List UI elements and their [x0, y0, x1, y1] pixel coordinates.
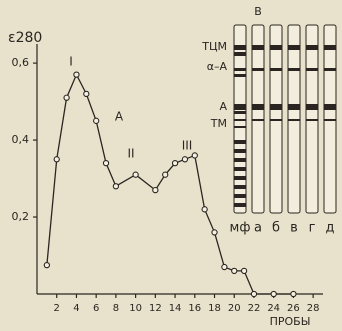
gel-band	[288, 68, 300, 71]
data-point	[222, 264, 227, 269]
gel-band	[252, 45, 264, 50]
annotation: А	[115, 110, 124, 124]
data-point	[202, 207, 207, 212]
x-tick-label: 18	[208, 303, 221, 314]
data-point	[84, 91, 89, 96]
gel-band	[306, 68, 318, 71]
gel-band	[234, 119, 246, 121]
data-point	[103, 161, 108, 166]
x-tick-label: 20	[228, 303, 241, 314]
x-tick-label: 24	[267, 303, 280, 314]
data-point	[113, 184, 118, 189]
gel-band	[234, 68, 246, 71]
x-tick-label: 16	[188, 303, 201, 314]
gel-title: В	[254, 5, 262, 18]
y-axis-label: ε280	[8, 30, 42, 46]
y-tick-label: 0,2	[12, 210, 30, 223]
gel-band-label: α–А	[207, 60, 228, 73]
gel-lane-label: мф	[230, 221, 251, 236]
gel-band	[234, 111, 246, 114]
x-tick-label: 12	[149, 303, 162, 314]
data-point	[64, 95, 69, 100]
gel-band	[234, 74, 246, 77]
gel-band	[252, 68, 264, 71]
data-point	[251, 291, 256, 296]
data-point	[172, 161, 177, 166]
gel-band	[306, 45, 318, 50]
gel-band	[234, 185, 246, 189]
gel-band	[288, 45, 300, 50]
data-point	[271, 291, 276, 296]
data-point	[232, 268, 237, 273]
gel-band	[270, 119, 282, 121]
y-tick-label: 0,6	[12, 56, 30, 69]
data-point	[133, 172, 138, 177]
gel-band	[288, 104, 300, 110]
gel-band	[234, 149, 246, 153]
data-point	[94, 118, 99, 123]
data-point	[74, 72, 79, 77]
annotation: III	[182, 139, 193, 153]
gel-band	[234, 45, 246, 50]
x-axis-label: ПРОБЫ	[270, 315, 311, 328]
gel-band	[234, 203, 246, 207]
gel-band	[306, 119, 318, 121]
y-tick-label: 0,4	[12, 133, 30, 146]
x-tick-label: 4	[73, 303, 79, 314]
x-tick-label: 28	[307, 303, 320, 314]
gel-band	[252, 119, 264, 121]
data-point	[54, 157, 59, 162]
x-tick-label: 26	[287, 303, 300, 314]
gel-band	[324, 45, 336, 50]
gel-band	[234, 176, 246, 180]
gel-lane-label: б	[272, 221, 280, 236]
annotation: I	[69, 55, 73, 69]
gel-band	[324, 104, 336, 110]
gel-band-label: А	[219, 100, 227, 113]
gel-band	[234, 194, 246, 198]
data-point	[291, 291, 296, 296]
data-point	[192, 153, 197, 158]
x-tick-label: 10	[129, 303, 142, 314]
gel-band	[306, 104, 318, 110]
gel-band	[234, 104, 246, 110]
data-point	[242, 268, 247, 273]
data-point	[163, 172, 168, 177]
annotation: II	[127, 147, 134, 161]
gel-band	[252, 104, 264, 110]
gel-band	[234, 52, 246, 56]
gel-band	[270, 68, 282, 71]
x-tick-label: 14	[169, 303, 182, 314]
gel-band-label: ТМ	[210, 117, 227, 130]
gel-lane-label: а	[254, 221, 262, 236]
data-point	[182, 157, 187, 162]
gel-band	[234, 167, 246, 171]
x-tick-label: 8	[113, 303, 119, 314]
gel-lane-label: в	[290, 221, 298, 236]
x-tick-label: 6	[93, 303, 99, 314]
gel-lane-label: г	[309, 221, 316, 236]
gel-band	[270, 45, 282, 50]
data-point	[153, 187, 158, 192]
gel-lane-label: д	[326, 221, 335, 236]
gel-band	[324, 68, 336, 71]
gel-band	[234, 140, 246, 144]
gel-band	[288, 119, 300, 121]
gel-band	[234, 158, 246, 162]
x-tick-label: 2	[54, 303, 60, 314]
data-point	[212, 230, 217, 235]
figure: ε280 ПРОБЫ В 0,20,40,6246810121416182022…	[0, 0, 342, 331]
gel-band	[324, 119, 336, 121]
gel-band-label: ТЦМ	[201, 40, 227, 53]
gel-band	[234, 126, 246, 128]
data-point	[44, 263, 49, 268]
x-tick-label: 22	[248, 303, 261, 314]
gel-band	[270, 104, 282, 110]
